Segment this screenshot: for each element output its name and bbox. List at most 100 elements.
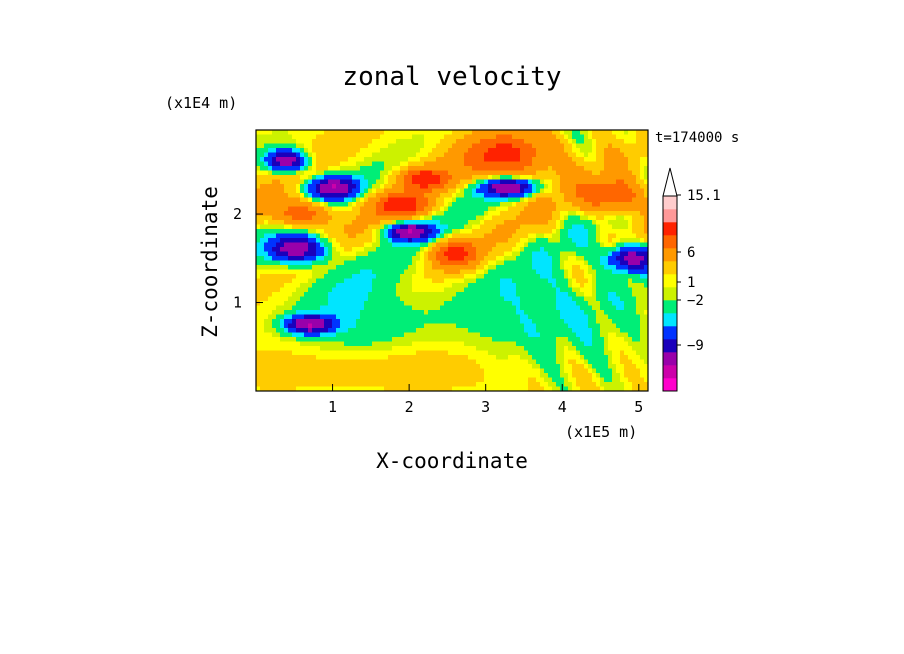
heatmap-cell	[532, 247, 537, 253]
heatmap-cell	[280, 247, 285, 253]
heatmap-cell	[356, 310, 361, 316]
heatmap-cell	[432, 166, 437, 172]
heatmap-cell	[300, 247, 305, 253]
heatmap-cell	[576, 134, 581, 140]
heatmap-cell	[544, 355, 549, 361]
heatmap-cell	[356, 346, 361, 352]
heatmap-cell	[600, 157, 605, 163]
heatmap-cell	[616, 197, 621, 203]
heatmap-cell	[284, 319, 289, 325]
heatmap-cell	[640, 202, 645, 208]
heatmap-cell	[260, 260, 265, 266]
heatmap-cell	[584, 265, 589, 271]
heatmap-cell	[276, 161, 281, 167]
heatmap-cell	[596, 148, 601, 154]
heatmap-cell	[316, 350, 321, 356]
heatmap-cell	[520, 283, 525, 289]
heatmap-cell	[472, 220, 477, 226]
heatmap-cell	[552, 319, 557, 325]
heatmap-cell	[308, 166, 313, 172]
heatmap-cell	[644, 152, 648, 158]
heatmap-cell	[396, 278, 401, 284]
heatmap-cell	[588, 283, 593, 289]
heatmap-cell	[364, 278, 369, 284]
heatmap-cell	[612, 206, 617, 212]
heatmap-cell	[632, 265, 637, 271]
heatmap-cell	[492, 202, 497, 208]
heatmap-cell	[356, 188, 361, 194]
heatmap-cell	[308, 341, 313, 347]
heatmap-cell	[564, 341, 569, 347]
heatmap-cell	[312, 184, 317, 190]
heatmap-cell	[404, 310, 409, 316]
heatmap-cell	[488, 256, 493, 262]
heatmap-cell	[612, 215, 617, 221]
heatmap-cell	[580, 139, 585, 145]
heatmap-cell	[452, 274, 457, 280]
heatmap-cell	[472, 148, 477, 154]
heatmap-cell	[428, 301, 433, 307]
heatmap-cell	[552, 233, 557, 239]
heatmap-cell	[528, 179, 533, 185]
heatmap-cell	[604, 179, 609, 185]
heatmap-cell	[404, 269, 409, 275]
heatmap-cell	[432, 211, 437, 217]
heatmap-cell	[492, 220, 497, 226]
heatmap-cell	[340, 274, 345, 280]
heatmap-cell	[604, 305, 609, 311]
heatmap-cell	[272, 206, 277, 212]
heatmap-cell	[600, 274, 605, 280]
heatmap-cell	[624, 134, 629, 140]
heatmap-cell	[316, 130, 321, 136]
heatmap-cell	[500, 166, 505, 172]
heatmap-cell	[324, 166, 329, 172]
heatmap-cell	[540, 175, 545, 181]
heatmap-cell	[612, 314, 617, 320]
heatmap-cell	[464, 220, 469, 226]
heatmap-cell	[276, 287, 281, 293]
heatmap-cell	[308, 224, 313, 230]
heatmap-cell	[416, 283, 421, 289]
heatmap-cell	[372, 161, 377, 167]
heatmap-cell	[592, 193, 597, 199]
heatmap-cell	[288, 260, 293, 266]
heatmap-cell	[496, 287, 501, 293]
heatmap-cell	[644, 296, 648, 302]
heatmap-cell	[336, 242, 341, 248]
heatmap-cell	[268, 139, 273, 145]
heatmap-cell	[604, 278, 609, 284]
heatmap-cell	[320, 197, 325, 203]
heatmap-cell	[536, 211, 541, 217]
heatmap-cell	[392, 220, 397, 226]
heatmap-cell	[568, 319, 573, 325]
heatmap-cell	[596, 157, 601, 163]
heatmap-cell	[584, 175, 589, 181]
heatmap-cell	[380, 202, 385, 208]
heatmap-cell	[512, 202, 517, 208]
heatmap-cell	[504, 175, 509, 181]
heatmap-cell	[408, 287, 413, 293]
heatmap-cell	[584, 206, 589, 212]
heatmap-cell	[356, 166, 361, 172]
heatmap-cell	[596, 256, 601, 262]
heatmap-cell	[344, 247, 349, 253]
heatmap-cell	[292, 206, 297, 212]
heatmap-cell	[280, 202, 285, 208]
heatmap-cell	[400, 337, 405, 343]
heatmap-cell	[500, 256, 505, 262]
heatmap-cell	[524, 242, 529, 248]
heatmap-cell	[356, 328, 361, 334]
heatmap-cell	[416, 256, 421, 262]
heatmap-cell	[352, 350, 357, 356]
heatmap-cell	[500, 197, 505, 203]
heatmap-cell	[312, 229, 317, 235]
heatmap-cell	[392, 134, 397, 140]
heatmap-cell	[568, 188, 573, 194]
heatmap-cell	[568, 278, 573, 284]
heatmap-cell	[480, 274, 485, 280]
heatmap-cell	[384, 161, 389, 167]
heatmap-cell	[316, 305, 321, 311]
heatmap-cell	[640, 332, 645, 338]
heatmap-cell	[576, 161, 581, 167]
heatmap-cell	[592, 157, 597, 163]
